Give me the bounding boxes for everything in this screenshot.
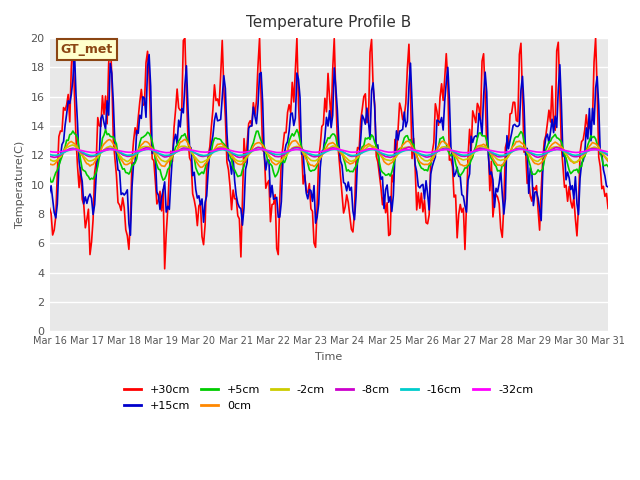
0cm [234, 161, 242, 167]
-16cm [576, 152, 584, 157]
-16cm [45, 151, 53, 157]
Line: -8cm: -8cm [49, 147, 608, 157]
Line: -2cm: -2cm [49, 145, 608, 162]
0cm [45, 161, 53, 167]
-8cm [604, 153, 612, 158]
-32cm [231, 149, 239, 155]
+15cm [116, 168, 124, 174]
+5cm [47, 179, 55, 185]
+5cm [242, 154, 250, 160]
-2cm [293, 144, 301, 149]
-2cm [45, 156, 53, 162]
-32cm [463, 150, 470, 156]
-16cm [242, 152, 250, 157]
+30cm [45, 205, 53, 211]
+5cm [232, 170, 240, 176]
+30cm [243, 141, 251, 146]
+5cm [45, 174, 53, 180]
Line: -32cm: -32cm [49, 149, 608, 153]
Line: -16cm: -16cm [49, 149, 608, 156]
+30cm [215, 103, 223, 108]
+15cm [70, 48, 78, 53]
Line: +15cm: +15cm [49, 50, 608, 235]
-8cm [212, 147, 220, 153]
+15cm [576, 175, 584, 181]
+5cm [116, 158, 124, 164]
+30cm [293, 35, 301, 41]
-16cm [604, 152, 612, 157]
Legend: +30cm, +15cm, +5cm, 0cm, -2cm, -8cm, -16cm, -32cm: +30cm, +15cm, +5cm, 0cm, -2cm, -8cm, -16… [120, 381, 538, 415]
Text: GT_met: GT_met [61, 43, 113, 56]
+5cm [214, 136, 221, 142]
+15cm [293, 70, 301, 76]
+15cm [243, 160, 251, 166]
-16cm [114, 148, 122, 154]
Y-axis label: Temperature(C): Temperature(C) [15, 141, 25, 228]
-16cm [232, 152, 240, 157]
X-axis label: Time: Time [315, 351, 342, 361]
+30cm [161, 266, 168, 272]
0cm [243, 154, 251, 160]
+30cm [116, 202, 124, 208]
-2cm [576, 156, 584, 162]
-2cm [116, 153, 124, 158]
Line: 0cm: 0cm [49, 139, 608, 167]
-2cm [215, 144, 223, 150]
-32cm [114, 148, 122, 154]
-32cm [576, 149, 584, 155]
-2cm [604, 156, 612, 162]
+15cm [604, 184, 612, 190]
+5cm [576, 163, 584, 169]
-32cm [240, 149, 248, 155]
-32cm [45, 149, 53, 155]
-32cm [212, 147, 220, 153]
+30cm [576, 150, 584, 156]
-8cm [576, 153, 584, 158]
-8cm [405, 144, 413, 150]
0cm [604, 158, 612, 164]
+30cm [604, 205, 612, 211]
+30cm [106, 35, 114, 41]
-2cm [243, 153, 251, 159]
-16cm [214, 148, 221, 154]
-8cm [114, 149, 122, 155]
Line: +5cm: +5cm [49, 130, 608, 182]
-32cm [290, 147, 298, 153]
+5cm [293, 127, 301, 132]
-16cm [291, 146, 299, 152]
-2cm [196, 159, 204, 165]
-8cm [236, 155, 243, 160]
-2cm [234, 158, 242, 164]
0cm [181, 136, 189, 142]
-16cm [293, 146, 301, 152]
Title: Temperature Profile B: Temperature Profile B [246, 15, 412, 30]
-8cm [231, 153, 239, 158]
0cm [576, 156, 584, 162]
0cm [114, 150, 122, 156]
+15cm [215, 118, 223, 123]
-8cm [242, 153, 250, 158]
-32cm [604, 149, 612, 155]
-16cm [200, 153, 207, 158]
+30cm [234, 213, 242, 218]
0cm [196, 164, 204, 170]
0cm [215, 142, 223, 147]
Line: +30cm: +30cm [49, 38, 608, 269]
+5cm [291, 130, 299, 135]
0cm [293, 139, 301, 144]
+5cm [604, 164, 612, 169]
-8cm [45, 153, 53, 159]
-32cm [330, 146, 338, 152]
+15cm [127, 232, 134, 238]
+15cm [45, 190, 53, 196]
-2cm [69, 142, 77, 148]
+15cm [234, 201, 242, 206]
-8cm [291, 145, 299, 151]
